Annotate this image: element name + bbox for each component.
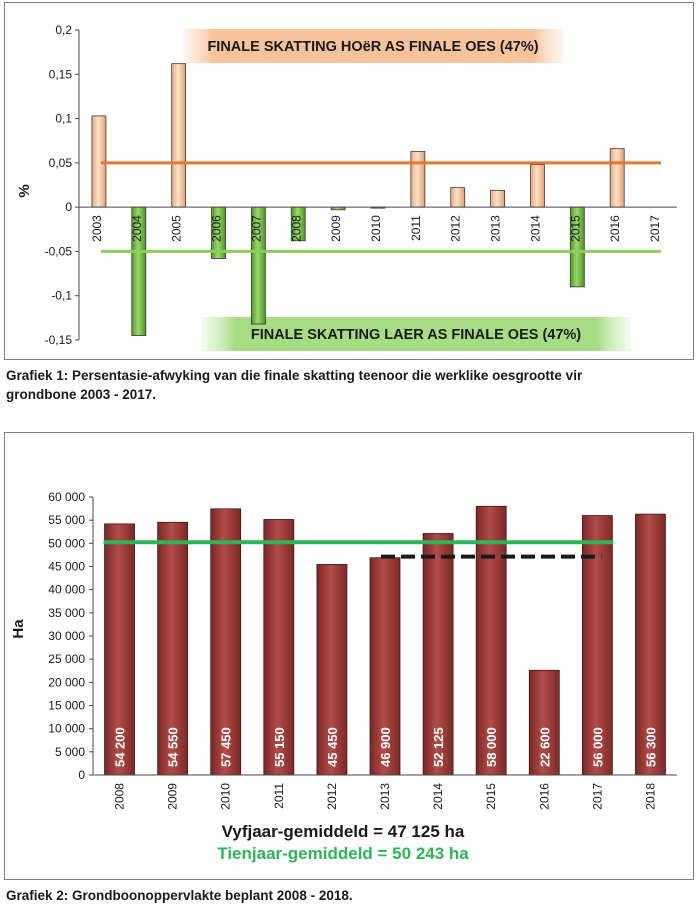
chart2-panel: 54 200 54 550 57 450 55 150 45 450 46 900 52 1… — [4, 432, 694, 880]
chart2-data-label: 54 550 — [166, 727, 181, 767]
chart1-x-tick-label: 2013 — [489, 215, 503, 242]
chart2-y-tick-label: 20 000 — [48, 675, 85, 689]
chart1-panel: 2003 2004 2005 2006 2007 2008 2009 2010 2011 2012… — [4, 2, 694, 360]
chart1-caption: Grafiek 1: Persentasie-afwyking van die … — [6, 368, 583, 402]
chart1-annotation-bottom: FINALE SKATTING LAER AS FINALE OES (47%) — [251, 327, 581, 343]
chart1-y-tick-label: 0,1 — [55, 112, 72, 126]
chart2-data-label: 55 150 — [272, 727, 287, 767]
chart2-data-label: 58 000 — [484, 727, 499, 767]
chart1-y-tick-label: 0 — [65, 200, 72, 214]
chart2-data-label: 46 900 — [378, 727, 393, 767]
chart2-x-tick-label: 2017 — [590, 783, 604, 810]
chart2-y-tick-label: 50 000 — [48, 536, 85, 550]
chart1-x-tick-label: 2017 — [648, 215, 662, 242]
chart2-y-tick-label: 55 000 — [48, 513, 85, 527]
chart1-x-tick-label: 2016 — [608, 215, 622, 242]
chart1-bar — [171, 63, 187, 208]
chart1-annotation-top-box — [183, 29, 563, 63]
chart1-y-tick-label: 0,15 — [49, 67, 73, 81]
chart2-bar — [157, 521, 189, 776]
chart2-x-tick-label: 2016 — [537, 783, 551, 810]
chart2-bar — [104, 523, 135, 776]
chart2-y-tick-label: 35 000 — [48, 606, 85, 620]
chart1-annotation-top: FINALE SKATTING HOëR AS FINALE OES (47%) — [207, 39, 538, 55]
chart1-x-tick-label: 2006 — [210, 215, 224, 242]
chart2-x-tick-label: 2011 — [272, 783, 286, 809]
chart2-data-label: 45 450 — [325, 727, 340, 767]
chart2-bar — [635, 513, 666, 776]
chart2-y-tick-label: 5 000 — [55, 745, 85, 759]
chart1-bar — [530, 164, 545, 208]
chart2-svg: 54 200 54 550 57 450 55 150 45 450 46 900 52 1… — [10, 490, 677, 863]
chart2-bar — [422, 533, 454, 776]
chart2-x-tick-label: 2018 — [643, 783, 657, 810]
chart1-svg: 2003 2004 2005 2006 2007 2008 2009 2010 2011 2012… — [16, 23, 677, 351]
chart2-bar — [316, 564, 348, 776]
chart1-x-tick-label: 2010 — [369, 215, 383, 242]
chart2-data-label: 22 600 — [537, 727, 552, 767]
chart2-x-tick-label: 2009 — [166, 783, 180, 810]
chart2-y-axis-label: Ha — [10, 619, 27, 639]
chart1-bar — [410, 150, 426, 208]
chart2-y-tick-label: 15 000 — [48, 699, 85, 713]
chart2-x-tick-label: 2010 — [219, 783, 233, 810]
chart1-x-tick-label: 2015 — [568, 215, 582, 242]
chart2-five-year-average-label: Vyfjaar-gemiddeld = 47 125 ha — [222, 822, 465, 841]
chart2-bar — [263, 519, 295, 776]
chart2-x-tick-label: 2008 — [113, 783, 127, 810]
chart1-x-tick-label: 2014 — [528, 215, 542, 242]
chart1-y-tick-label: 0,05 — [49, 156, 73, 170]
chart1-annotation-bottom-box — [201, 317, 631, 351]
chart1-x-tick-label: 2007 — [249, 215, 263, 242]
chart1-x-tick-label: 2012 — [449, 215, 463, 242]
chart2-x-tick-label: 2015 — [484, 783, 498, 810]
chart2-y-tick-label: 30 000 — [48, 629, 85, 643]
chart2-bar — [528, 669, 560, 776]
chart1-x-tick-label: 2003 — [90, 215, 104, 242]
chart1-y-axis-label: % — [16, 184, 33, 197]
chart2-data-label: 56 000 — [590, 727, 605, 767]
chart2-bar — [475, 505, 507, 776]
chart2-bar — [210, 508, 242, 776]
chart2-x-tick-label: 2013 — [378, 783, 392, 810]
chart2-data-label: 52 125 — [431, 727, 446, 767]
chart1-bar — [609, 148, 625, 208]
chart2-y-tick-label: 10 000 — [48, 722, 85, 736]
chart1-y-tick-label: -0,15 — [45, 333, 73, 347]
chart2-data-label: 54 200 — [113, 727, 128, 767]
chart2-y-tick-label: 40 000 — [48, 583, 85, 597]
chart2-x-tick-label: 2014 — [431, 783, 445, 810]
chart1-y-tick-label: 0,2 — [55, 23, 72, 37]
chart1-y-tick-label: -0,05 — [45, 244, 73, 258]
chart1-x-tick-label: 2009 — [329, 215, 343, 242]
chart2-y-tick-label: 0 — [78, 768, 85, 782]
chart2-bar — [369, 557, 401, 776]
chart2-x-tick-label: 2012 — [325, 783, 339, 810]
chart2-y-tick-label: 25 000 — [48, 652, 85, 666]
chart1-x-tick-label: 2008 — [289, 215, 303, 242]
chart2-y-tick-label: 60 000 — [48, 490, 85, 504]
chart2-caption: Grafiek 2: Grondboonoppervlakte beplant … — [6, 888, 353, 903]
chart2-bar — [581, 515, 613, 776]
chart1-y-tick-label: -0,1 — [51, 289, 72, 303]
chart1-bar — [450, 187, 466, 208]
chart2-ten-year-average-label: Tienjaar-gemiddeld = 50 243 ha — [217, 844, 469, 863]
chart1-x-tick-label: 2005 — [170, 215, 184, 242]
chart2-data-label: 56 300 — [643, 727, 658, 767]
chart2-y-tick-label: 45 000 — [48, 560, 85, 574]
chart1-x-tick-label: 2004 — [130, 215, 144, 242]
chart1-x-tick-label: 2011 — [409, 215, 423, 241]
chart2-data-label: 57 450 — [219, 727, 234, 767]
chart1-bar — [490, 189, 506, 208]
